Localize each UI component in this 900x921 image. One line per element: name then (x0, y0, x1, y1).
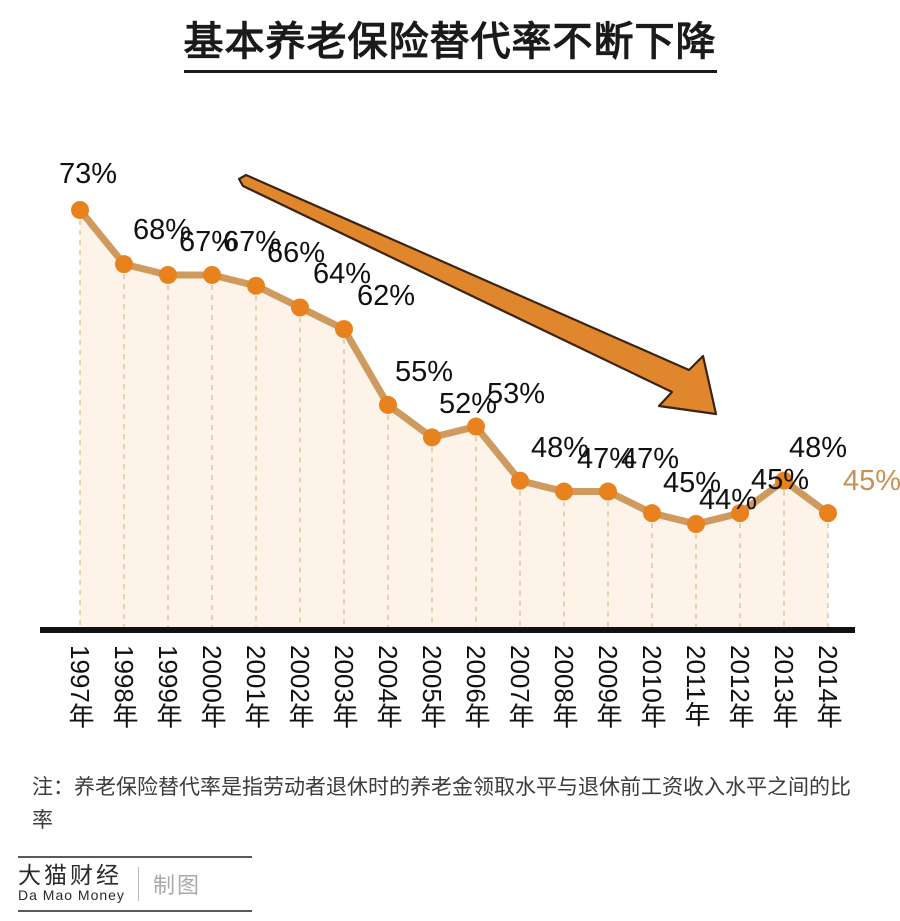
footer-divider-bottom (18, 910, 252, 912)
data-point-label: 48% (530, 431, 590, 464)
data-point-label: 45% (750, 464, 810, 497)
data-point-marker[interactable] (555, 482, 573, 501)
data-point-label: 62% (356, 280, 416, 313)
data-point-marker[interactable] (467, 417, 485, 436)
footer-vertical-divider (137, 867, 139, 901)
page-title: 基本养老保险替代率不断下降 (183, 18, 717, 73)
data-point-label: 68% (132, 214, 192, 247)
brand-logo: 大猫财经 Da Mao Money (18, 864, 138, 904)
title-container: 基本养老保险替代率不断下降 (0, 18, 900, 73)
x-axis-label: 2007年 (505, 645, 535, 729)
data-point-label: 64% (312, 258, 372, 291)
data-point-label: 55% (394, 355, 454, 388)
x-axis-label: 2001年 (241, 645, 271, 729)
x-axis-label: 1998年 (109, 645, 139, 729)
x-axis-label: 1999年 (153, 645, 183, 729)
footer-divider-top (18, 856, 252, 858)
chart-area-fill (80, 210, 828, 630)
x-axis-label: 2012年 (725, 645, 755, 729)
trend-arrow-icon (237, 173, 718, 416)
footer: 大猫财经 Da Mao Money 制图 (18, 856, 882, 912)
x-axis-label: 2014年 (813, 645, 843, 729)
data-point-marker[interactable] (115, 255, 133, 274)
data-point-marker[interactable] (819, 504, 837, 523)
credit-label: 制图 (152, 873, 201, 898)
data-point-label: 45% (842, 465, 900, 498)
data-point-marker[interactable] (159, 265, 177, 284)
x-axis-label: 2000年 (197, 645, 227, 729)
data-point-marker[interactable] (511, 471, 529, 490)
x-axis-label: 2006年 (461, 645, 491, 729)
brand-name-cn: 大猫财经 (18, 863, 122, 890)
x-axis-label: 2002年 (285, 645, 315, 729)
data-point-label: 67% (222, 225, 282, 258)
data-point-label: 48% (788, 431, 848, 464)
x-axis-label: 2004年 (373, 645, 403, 729)
x-axis-label: 2013年 (769, 645, 799, 729)
x-axis-label: 2005年 (417, 645, 447, 729)
x-axis-label: 2008年 (549, 645, 579, 729)
data-point-label: 52% (438, 388, 498, 421)
footer-row: 大猫财经 Da Mao Money 制图 (18, 863, 882, 905)
brand-name-en: Da Mao Money (18, 887, 125, 904)
data-point-label: 67% (178, 225, 238, 258)
data-point-marker[interactable] (71, 201, 89, 219)
x-axis-label: 2010年 (637, 645, 667, 729)
data-point-marker[interactable] (687, 515, 705, 533)
data-point-marker[interactable] (379, 395, 397, 414)
chart-plot-area (40, 173, 855, 633)
data-point-marker[interactable] (291, 298, 309, 317)
data-point-marker[interactable] (643, 504, 661, 523)
x-axis-label: 1997年 (65, 645, 95, 729)
data-point-marker[interactable] (423, 428, 441, 447)
x-axis-label: 2003年 (329, 645, 359, 729)
data-point-label: 53% (486, 377, 546, 410)
x-axis-label: 2011年 (681, 645, 711, 727)
data-point-label: 47% (620, 442, 680, 475)
data-point-label: 44% (698, 484, 758, 516)
footnote-text: 注：养老保险替代率是指劳动者退休时的养老金领取水平与退休前工资收入水平之间的比率 (32, 776, 851, 832)
data-point-marker[interactable] (775, 471, 793, 490)
data-point-marker[interactable] (335, 320, 353, 339)
data-point-marker[interactable] (247, 276, 265, 295)
data-point-label: 66% (266, 236, 326, 269)
data-point-marker[interactable] (731, 504, 749, 523)
data-point-label: 47% (576, 442, 636, 475)
data-point-label: 73% (58, 158, 118, 190)
data-point-marker[interactable] (599, 482, 617, 501)
data-point-label: 45% (662, 467, 722, 500)
data-point-marker[interactable] (203, 265, 221, 284)
line-chart-svg (40, 173, 855, 633)
x-axis-label: 2009年 (593, 645, 623, 729)
